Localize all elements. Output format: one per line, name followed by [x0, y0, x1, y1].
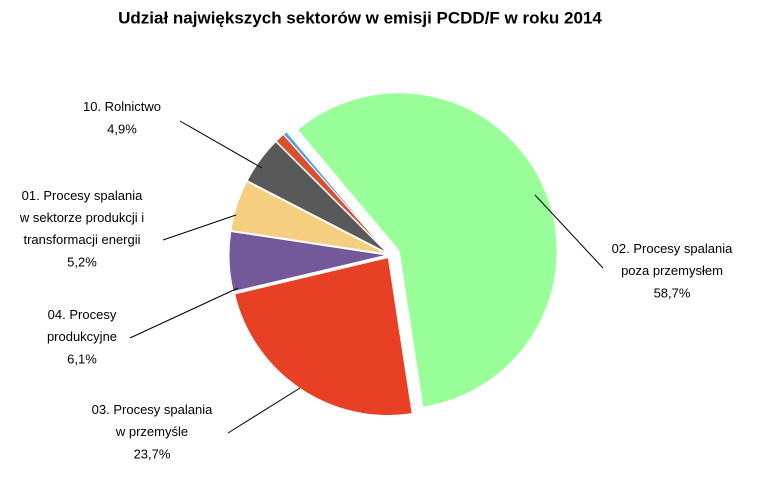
value-label: 4,9%: [107, 121, 137, 136]
value-label: 58,7%: [654, 285, 691, 300]
slice-label: 04. Procesy produkcyjne 6,1%: [47, 307, 117, 366]
slice-label: 02. Procesy spalania poza przemysłem 58,7%: [612, 241, 733, 300]
slice-label: 01. Procesy spalania w sektorze produkcji…: [19, 188, 144, 269]
category-label: 10. Rolnictwo: [83, 99, 161, 114]
leader-line: [227, 387, 301, 434]
chart-title: Udział największych sektorów w emisji PC…: [118, 8, 602, 27]
pie-slice: [230, 180, 388, 255]
pie-slice: [282, 130, 389, 254]
slice-label: 03. Procesy spalania w przemyśle 23,7%: [92, 402, 213, 461]
category-label: 04. Procesy produkcyjne: [47, 307, 117, 344]
category-label: 01. Procesy spalania w sektorze produkcji…: [19, 188, 144, 247]
pie-slice: [228, 230, 388, 293]
value-label: 23,7%: [134, 446, 171, 461]
pie-slice: [246, 140, 388, 254]
category-label: 02. Procesy spalania poza przemysłem: [612, 241, 733, 278]
leader-line: [129, 287, 239, 339]
leader-line: [179, 120, 263, 169]
slice-label: 10. Rolnictwo 4,9%: [83, 99, 161, 136]
value-label: 5,2%: [67, 254, 97, 269]
pie-slice: [296, 92, 558, 408]
value-label: 6,1%: [67, 351, 97, 366]
leader-line: [534, 194, 604, 269]
leader-line: [162, 214, 237, 241]
category-label: 03. Procesy spalania w przemyśle: [92, 402, 213, 439]
